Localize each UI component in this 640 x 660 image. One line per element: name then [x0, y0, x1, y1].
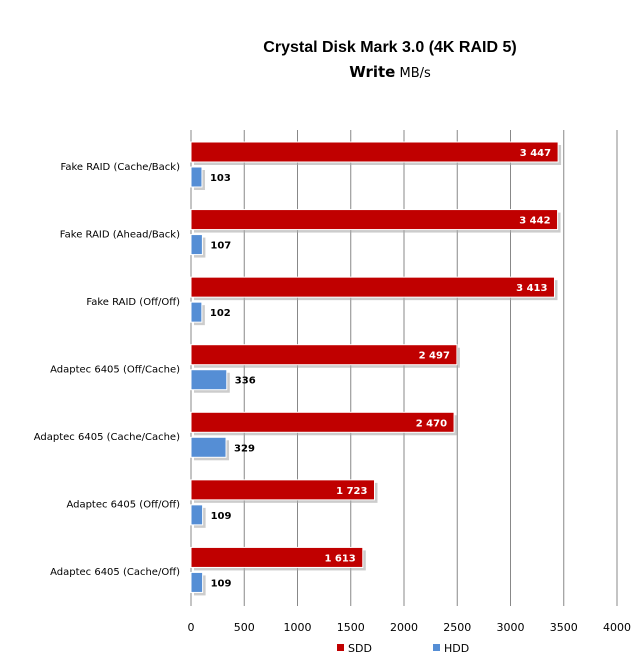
- category-label: Adaptec 6405 (Cache/Cache): [34, 432, 180, 443]
- x-tick-label: 3500: [550, 621, 578, 634]
- x-tick-label: 2500: [443, 621, 471, 634]
- bar-sdd: [190, 411, 455, 433]
- legend-label-hdd: HDD: [444, 642, 469, 655]
- legend-swatch-hdd: [433, 644, 440, 651]
- data-label-hdd: 107: [210, 241, 231, 252]
- category-label: Adaptec 6405 (Cache/Off): [50, 567, 180, 578]
- x-tick-label: 3000: [497, 621, 525, 634]
- bar-sdd: [190, 479, 375, 501]
- category-label: Adaptec 6405 (Off/Cache): [50, 365, 180, 376]
- bar-sdd: [190, 209, 559, 231]
- bar-sdd: [190, 546, 364, 568]
- x-tick-label: 4000: [603, 621, 631, 634]
- legend: SDD HDD: [337, 642, 469, 655]
- data-label-sdd: 2 470: [416, 418, 447, 429]
- legend-swatch-sdd: [337, 644, 344, 651]
- x-tick-label: 2000: [390, 621, 418, 634]
- bar-hdd: [190, 301, 203, 323]
- category-label: Adaptec 6405 (Off/Off): [66, 500, 180, 511]
- data-label-hdd: 109: [211, 511, 232, 522]
- x-tick-label: 1500: [337, 621, 365, 634]
- x-tick-label: 0: [188, 621, 195, 634]
- data-label-hdd: 102: [210, 308, 231, 319]
- subtitle-bold: Write: [349, 63, 395, 81]
- bar-sdd: [190, 344, 458, 366]
- bar-hdd: [190, 234, 203, 256]
- data-label-sdd: 3 447: [520, 148, 551, 159]
- subtitle-unit: MB/s: [400, 66, 432, 81]
- chart-title: Crystal Disk Mark 3.0 (4K RAID 5): [263, 39, 516, 56]
- data-label-sdd: 1 613: [324, 553, 355, 564]
- x-tick-label: 500: [234, 621, 255, 634]
- data-label-sdd: 3 413: [516, 283, 547, 294]
- bar-sdd: [190, 276, 555, 298]
- data-label-hdd: 103: [210, 173, 231, 184]
- data-label-sdd: 3 442: [519, 216, 550, 227]
- chart-subtitle: Write MB/s: [349, 63, 431, 81]
- x-tick-label: 1000: [284, 621, 312, 634]
- category-label: Fake RAID (Cache/Back): [61, 162, 181, 173]
- bar-hdd: [190, 504, 204, 526]
- category-label: Fake RAID (Ahead/Back): [60, 229, 180, 240]
- bar-sdd: [190, 141, 559, 163]
- data-label-sdd: 2 497: [419, 351, 450, 362]
- bar-hdd: [190, 571, 204, 593]
- bar-hdd: [190, 166, 203, 188]
- category-label: Fake RAID (Off/Off): [86, 297, 180, 308]
- bar-hdd: [190, 369, 228, 391]
- data-label-hdd: 109: [211, 578, 232, 589]
- bar-hdd: [190, 436, 227, 458]
- data-label-sdd: 1 723: [336, 486, 367, 497]
- data-label-hdd: 329: [234, 443, 255, 454]
- legend-label-sdd: SDD: [348, 642, 372, 655]
- data-label-hdd: 336: [235, 376, 256, 387]
